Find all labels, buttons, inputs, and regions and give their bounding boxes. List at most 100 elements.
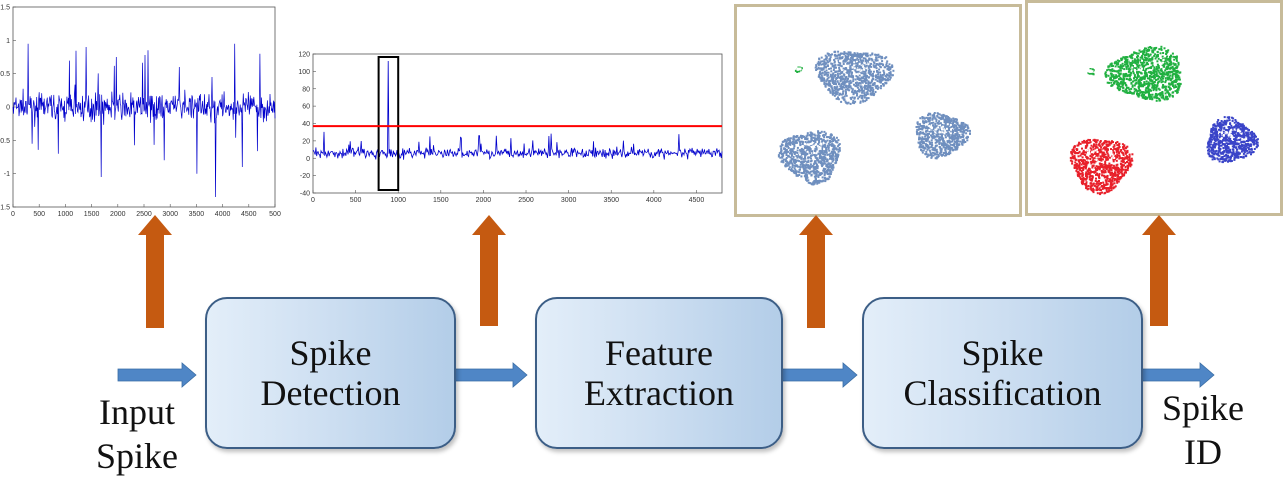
scatter-point bbox=[852, 80, 855, 83]
scatter-point bbox=[844, 88, 847, 91]
scatter-point bbox=[1107, 65, 1110, 68]
scatter-point bbox=[1086, 140, 1089, 143]
scatter-point bbox=[1177, 88, 1180, 91]
scatter-point bbox=[1154, 53, 1157, 56]
scatter-gap bbox=[1129, 59, 1132, 62]
scatter-point bbox=[918, 132, 921, 135]
scatter-point bbox=[1138, 84, 1141, 87]
scatter-point bbox=[801, 148, 804, 151]
scatter-point bbox=[939, 128, 942, 131]
scatter-point bbox=[1120, 170, 1123, 173]
scatter-point bbox=[1246, 146, 1249, 149]
scatter-point bbox=[828, 175, 831, 178]
scatter-point bbox=[1253, 136, 1256, 139]
scatter-point bbox=[919, 141, 922, 144]
scatter-point bbox=[816, 169, 819, 172]
scatter-point bbox=[1235, 155, 1238, 158]
scatter-point bbox=[1207, 152, 1210, 155]
scatter-point bbox=[838, 66, 841, 69]
scatter-point bbox=[803, 164, 806, 167]
scatter-point bbox=[1153, 66, 1156, 69]
scatter-point bbox=[878, 80, 881, 83]
scatter-point bbox=[1108, 166, 1111, 168]
scatter-point bbox=[818, 172, 821, 175]
scatter-point bbox=[874, 78, 877, 81]
scatter-point bbox=[1231, 142, 1234, 145]
scatter-point bbox=[792, 138, 795, 141]
scatter-point bbox=[1171, 73, 1174, 76]
scatter-point bbox=[833, 94, 836, 97]
scatter-point bbox=[1105, 75, 1108, 78]
scatter-point bbox=[1253, 148, 1256, 150]
scatter-point bbox=[1154, 73, 1156, 76]
scatter-point bbox=[1159, 94, 1162, 97]
scatter-point bbox=[1129, 90, 1132, 93]
scatter-point bbox=[1219, 158, 1222, 161]
scatter-point bbox=[1256, 143, 1259, 146]
scatter-point bbox=[826, 166, 829, 169]
scatter-point bbox=[1213, 157, 1216, 160]
scatter-point bbox=[1177, 70, 1180, 73]
scatter-point bbox=[1132, 80, 1134, 83]
scatter-point bbox=[829, 139, 831, 142]
scatter-point bbox=[939, 146, 942, 149]
scatter-point bbox=[1154, 57, 1157, 60]
scatter-point bbox=[1157, 77, 1160, 80]
scatter-point bbox=[1085, 175, 1087, 178]
scatter-point bbox=[810, 173, 813, 176]
scatter-point bbox=[1136, 56, 1139, 59]
scatter-point bbox=[859, 94, 862, 97]
scatter-point bbox=[1121, 175, 1124, 177]
scatter-point bbox=[813, 172, 816, 175]
scatter-point bbox=[840, 78, 843, 81]
scatter-point bbox=[1250, 147, 1253, 150]
scatter-point bbox=[1120, 165, 1123, 168]
scatter-point bbox=[1110, 172, 1113, 175]
scatter-point bbox=[1085, 163, 1088, 166]
scatter-point bbox=[1079, 169, 1082, 172]
scatter-point bbox=[792, 150, 795, 153]
scatter-point bbox=[1098, 174, 1101, 177]
scatter-point bbox=[1234, 152, 1237, 155]
scatter-point bbox=[791, 163, 794, 166]
scatter-point bbox=[1235, 148, 1238, 151]
scatter-point bbox=[948, 146, 951, 149]
scatter-point bbox=[1224, 123, 1227, 126]
scatter-point bbox=[945, 154, 948, 157]
scatter-point bbox=[799, 161, 802, 164]
scatter-point bbox=[799, 150, 802, 153]
scatter-point bbox=[1164, 87, 1167, 90]
scatter-point bbox=[1167, 63, 1170, 66]
scatter-point bbox=[793, 143, 796, 146]
scatter-point bbox=[1100, 189, 1102, 192]
scatter-point bbox=[788, 168, 790, 171]
scatter-point bbox=[1085, 182, 1088, 185]
scatter-point bbox=[924, 127, 927, 130]
scatter-point bbox=[1179, 83, 1182, 86]
scatter-point bbox=[946, 141, 949, 144]
scatter-point bbox=[1120, 157, 1122, 160]
scatter-point bbox=[1095, 177, 1097, 180]
scatter-point bbox=[828, 89, 831, 92]
scatter-point bbox=[1175, 67, 1178, 69]
scatter-point bbox=[1125, 62, 1128, 65]
scatter-point bbox=[1232, 117, 1235, 120]
scatter-point bbox=[852, 53, 855, 56]
scatter-point bbox=[800, 137, 803, 140]
scatter-point bbox=[888, 72, 891, 74]
scatter-point bbox=[953, 125, 956, 128]
scatter-point bbox=[1092, 191, 1095, 194]
scatter-point bbox=[942, 117, 945, 119]
scatter-point bbox=[831, 93, 834, 96]
scatter-point bbox=[919, 137, 922, 140]
scatter-point bbox=[1116, 83, 1118, 86]
scatter-point bbox=[874, 91, 877, 93]
y-tick-label: 0 bbox=[6, 105, 10, 112]
scatter-point bbox=[1229, 151, 1232, 154]
scatter-point bbox=[963, 129, 966, 132]
scatter-point bbox=[928, 136, 931, 139]
scatter-point bbox=[954, 133, 957, 136]
scatter-point bbox=[1143, 54, 1146, 57]
scatter-point bbox=[877, 63, 880, 66]
scatter-point bbox=[1161, 93, 1164, 96]
